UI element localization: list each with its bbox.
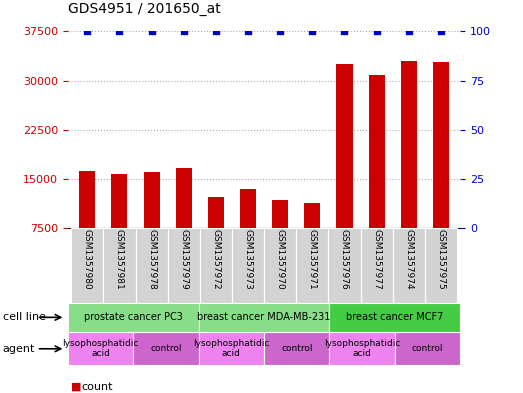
Bar bbox=[329, 332, 395, 365]
Bar bbox=[68, 303, 199, 332]
Text: count: count bbox=[81, 382, 112, 392]
Bar bbox=[111, 174, 128, 277]
Bar bbox=[79, 171, 95, 277]
Bar bbox=[304, 203, 321, 277]
Bar bbox=[240, 189, 256, 277]
Text: GSM1357975: GSM1357975 bbox=[437, 230, 446, 290]
Bar bbox=[393, 228, 425, 303]
Text: ■: ■ bbox=[71, 382, 81, 392]
Bar bbox=[296, 228, 328, 303]
Text: prostate cancer PC3: prostate cancer PC3 bbox=[84, 312, 183, 322]
Bar bbox=[272, 200, 288, 277]
Text: control: control bbox=[412, 344, 444, 353]
Bar bbox=[433, 62, 449, 277]
Bar bbox=[143, 172, 160, 277]
Bar bbox=[425, 228, 457, 303]
Bar bbox=[264, 332, 329, 365]
Bar bbox=[336, 64, 353, 277]
Bar bbox=[200, 228, 232, 303]
Bar bbox=[104, 228, 135, 303]
Bar bbox=[199, 303, 329, 332]
Bar bbox=[133, 332, 199, 365]
Bar bbox=[208, 197, 224, 277]
Text: control: control bbox=[150, 344, 182, 353]
Text: control: control bbox=[281, 344, 313, 353]
Text: GSM1357977: GSM1357977 bbox=[372, 230, 381, 290]
Text: GSM1357973: GSM1357973 bbox=[244, 230, 253, 290]
Bar bbox=[328, 228, 360, 303]
Bar bbox=[68, 332, 133, 365]
Text: breast cancer MCF7: breast cancer MCF7 bbox=[346, 312, 444, 322]
Bar bbox=[329, 303, 460, 332]
Text: GSM1357974: GSM1357974 bbox=[404, 230, 413, 290]
Text: GSM1357981: GSM1357981 bbox=[115, 230, 124, 290]
Text: GSM1357972: GSM1357972 bbox=[211, 230, 220, 290]
Text: GSM1357980: GSM1357980 bbox=[83, 230, 92, 290]
Text: GSM1357971: GSM1357971 bbox=[308, 230, 317, 290]
Text: GSM1357976: GSM1357976 bbox=[340, 230, 349, 290]
Bar bbox=[264, 228, 296, 303]
Text: lysophosphatidic
acid: lysophosphatidic acid bbox=[62, 339, 139, 358]
Text: GDS4951 / 201650_at: GDS4951 / 201650_at bbox=[68, 2, 221, 16]
Text: GSM1357978: GSM1357978 bbox=[147, 230, 156, 290]
Text: agent: agent bbox=[3, 344, 35, 354]
Bar bbox=[168, 228, 200, 303]
Bar bbox=[176, 168, 192, 277]
Bar bbox=[71, 228, 104, 303]
Text: breast cancer MDA-MB-231: breast cancer MDA-MB-231 bbox=[197, 312, 331, 322]
Bar bbox=[199, 332, 264, 365]
Bar bbox=[360, 228, 393, 303]
Text: lysophosphatidic
acid: lysophosphatidic acid bbox=[193, 339, 270, 358]
Text: GSM1357970: GSM1357970 bbox=[276, 230, 285, 290]
Bar bbox=[401, 61, 417, 277]
Text: cell line: cell line bbox=[3, 312, 46, 322]
Bar bbox=[395, 332, 460, 365]
Bar bbox=[232, 228, 264, 303]
Bar bbox=[135, 228, 168, 303]
Text: GSM1357979: GSM1357979 bbox=[179, 230, 188, 290]
Bar bbox=[369, 75, 385, 277]
Text: lysophosphatidic
acid: lysophosphatidic acid bbox=[324, 339, 401, 358]
